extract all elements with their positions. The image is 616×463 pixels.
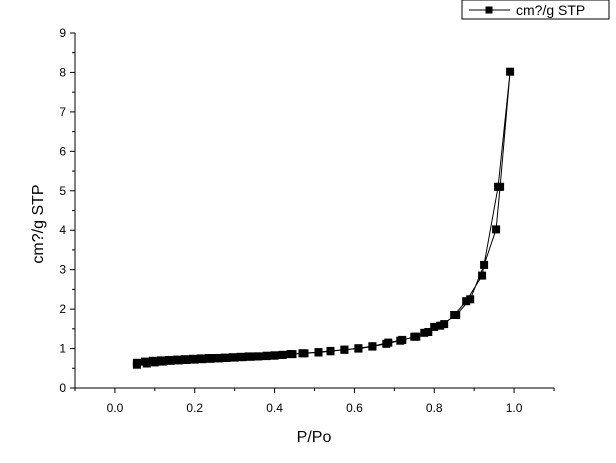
x-tick-label: 0.6 (346, 401, 363, 415)
axes-layer: 0 1 2 3 4 5 6 7 8 9 0.0 0.2 0.4 0.6 0.8 1.0 (59, 26, 555, 415)
y-tick-label: 8 (59, 65, 66, 79)
data-point (220, 353, 229, 362)
legend-marker (485, 6, 493, 14)
data-point (172, 355, 181, 364)
y-tick-label: 9 (59, 26, 66, 40)
data-point (478, 271, 487, 280)
y-tick-label: 7 (59, 105, 66, 119)
legend-label: cm?/g STP (516, 2, 585, 18)
data-point (262, 351, 271, 360)
legend: cm?/g STP (461, 0, 610, 20)
x-axis-title: P/Po (297, 429, 332, 446)
data-point (212, 354, 221, 362)
data-point (412, 332, 421, 341)
data-point (430, 322, 439, 331)
x-tick-label: 0.0 (107, 401, 124, 415)
data-point (340, 345, 349, 354)
series-line (136, 71, 511, 366)
y-tick-label: 0 (59, 381, 66, 395)
y-tick-label: 2 (59, 302, 66, 316)
y-tick-label: 3 (59, 263, 66, 277)
data-point (148, 356, 157, 365)
data-point (506, 67, 515, 76)
data-point (354, 344, 363, 353)
data-point (228, 353, 237, 362)
data-point (452, 311, 461, 319)
y-tick-label: 4 (59, 223, 66, 237)
data-point (492, 225, 501, 234)
data-point (156, 356, 165, 365)
data-point (180, 355, 189, 364)
data-point (204, 354, 213, 362)
data-point (496, 182, 505, 191)
data-point (466, 295, 475, 304)
x-tick-label: 0.2 (186, 401, 203, 415)
data-point (436, 321, 445, 330)
data-point (314, 348, 323, 357)
y-tick-label: 5 (59, 184, 66, 198)
y-tick-label: 1 (59, 342, 66, 356)
series-layer (132, 67, 515, 369)
data-point (270, 351, 279, 360)
legend-box (461, 0, 610, 20)
y-axis-title: cm?/g STP (30, 184, 47, 263)
data-point (384, 338, 393, 347)
data-point (140, 357, 149, 366)
x-tick-label: 0.8 (426, 401, 443, 415)
data-point (424, 328, 433, 336)
data-point (326, 347, 335, 356)
data-point (196, 354, 205, 363)
data-point (480, 260, 489, 269)
data-point (300, 349, 309, 358)
data-point (188, 354, 197, 363)
x-tick-label: 1.0 (506, 401, 523, 415)
y-tick-label: 6 (59, 144, 66, 158)
data-point (288, 350, 297, 359)
data-point (244, 352, 253, 361)
data-point (164, 356, 173, 364)
data-point (236, 352, 245, 361)
data-point (368, 342, 377, 351)
data-point (398, 335, 407, 344)
data-point (252, 352, 261, 361)
x-tick-label: 0.4 (266, 401, 283, 415)
data-point (132, 358, 141, 367)
data-point (278, 350, 287, 359)
